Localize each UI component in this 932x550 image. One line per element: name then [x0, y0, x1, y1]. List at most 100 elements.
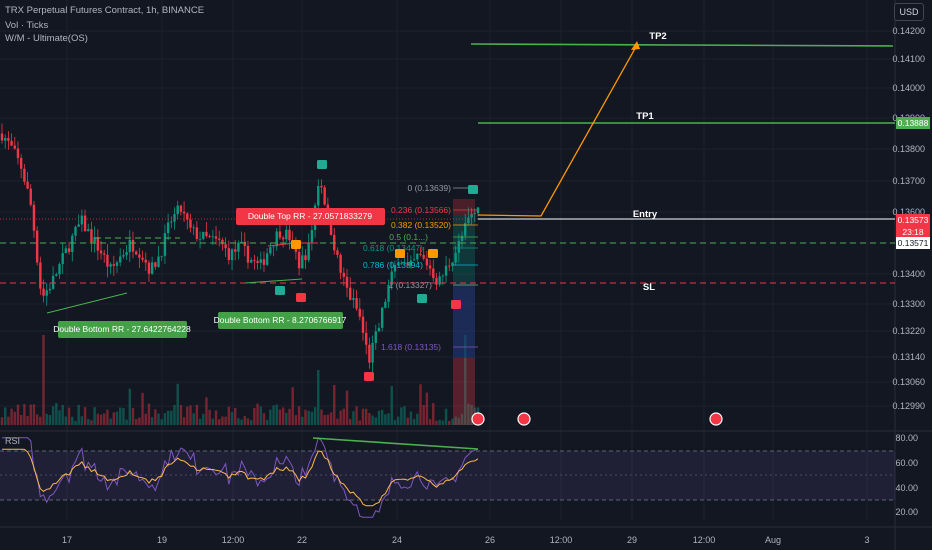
candle-body — [451, 262, 454, 266]
event-icon[interactable] — [471, 412, 485, 426]
candle-body — [141, 257, 144, 260]
candle-body — [230, 249, 234, 261]
volume-bar — [93, 407, 96, 425]
volume-bar — [51, 406, 55, 425]
event-icon[interactable] — [517, 412, 531, 426]
candle-body — [131, 239, 135, 252]
candle-body — [134, 251, 138, 255]
volume-bar — [166, 410, 170, 425]
candle-body — [265, 253, 269, 265]
volume-bar — [208, 409, 211, 425]
wm-indicator-label[interactable]: W/M - Ultimate(OS) — [5, 33, 88, 44]
volume-bar — [262, 413, 266, 425]
event-icon[interactable] — [709, 412, 723, 426]
rsi-axis-label: 60.00 — [895, 458, 918, 468]
candle-body — [342, 272, 346, 277]
alert-marker[interactable] — [291, 240, 301, 249]
tp1-label[interactable]: TP1 — [636, 111, 654, 122]
fib-level-label: 0.786 (0.13394) — [363, 260, 423, 270]
candle-body — [26, 181, 29, 189]
candle-body — [307, 242, 310, 261]
current-price-badge[interactable] — [896, 214, 930, 226]
buy-signal-marker[interactable] — [468, 185, 478, 194]
entry-label-text: Entry — [633, 209, 658, 220]
volume-bar — [19, 415, 23, 425]
volume-bar — [32, 404, 36, 425]
volume-bar — [221, 416, 224, 425]
fib-level-label: 0.236 (0.13566) — [391, 205, 451, 215]
volume-bar — [64, 416, 68, 425]
volume-bar — [234, 407, 237, 425]
volume-bar — [467, 403, 470, 425]
tp2-label[interactable]: TP2 — [649, 31, 666, 42]
volume-bar — [345, 390, 349, 425]
volume-bar — [35, 414, 39, 425]
rsi-line — [2, 436, 479, 518]
volume-bar — [323, 414, 326, 425]
candle-body — [304, 255, 307, 261]
volume-bar — [374, 417, 377, 425]
candle-body — [435, 278, 438, 285]
time-axis-label: 17 — [62, 535, 72, 545]
candle-body — [272, 246, 275, 248]
candle-body — [246, 245, 250, 263]
buy-signal-marker[interactable] — [417, 294, 427, 303]
candle-body — [186, 213, 189, 220]
candle-body — [470, 213, 473, 218]
volume-bar — [396, 416, 400, 425]
volume-bar — [39, 416, 42, 425]
price-axis-label: 0.14000 — [892, 83, 925, 93]
volume-bar — [259, 406, 262, 425]
alert-marker[interactable] — [395, 249, 405, 258]
candle-body — [125, 252, 128, 256]
volume-bar — [364, 408, 368, 425]
sell-signal-marker[interactable] — [364, 372, 374, 381]
candle-body — [0, 133, 4, 141]
candle-body — [281, 237, 285, 240]
entry-label[interactable]: Entry — [633, 209, 658, 220]
volume-bar — [240, 419, 243, 425]
sell-signal-marker[interactable] — [451, 300, 461, 309]
candle-body — [336, 250, 339, 255]
candle-body — [55, 274, 58, 276]
candle-body — [384, 301, 387, 308]
volume-bar — [138, 417, 141, 425]
volume-bar — [387, 413, 390, 425]
candle-body — [403, 262, 406, 264]
time-axis-label: 12:00 — [550, 535, 573, 545]
price-axis-label: 0.13700 — [892, 176, 925, 186]
volume-bar — [202, 413, 205, 425]
volume-bar — [393, 420, 397, 425]
buy-signal-marker[interactable] — [275, 286, 285, 295]
price-axis-label: 0.13060 — [892, 377, 925, 387]
alert-marker[interactable] — [428, 249, 438, 258]
currency-button[interactable]: USD — [894, 3, 924, 21]
volume-bar — [464, 335, 467, 425]
volume-bar — [80, 416, 84, 425]
volume-indicator-label[interactable]: Vol · Ticks — [5, 20, 49, 31]
buy-signal-marker[interactable] — [317, 160, 327, 169]
volume-bar — [438, 419, 441, 425]
price-axis-label: 0.13800 — [892, 144, 925, 154]
volume-bar — [409, 411, 413, 425]
rsi-axis-label: 20.00 — [895, 507, 918, 517]
volume-bar — [87, 419, 90, 425]
sell-signal-marker[interactable] — [296, 293, 306, 302]
volume-bar — [74, 420, 77, 425]
candle-body — [428, 265, 432, 269]
volume-bar — [205, 397, 208, 425]
volume-bar — [451, 418, 454, 425]
sl-label[interactable]: SL — [643, 282, 655, 293]
volume-bar — [454, 416, 457, 425]
candle-body — [448, 265, 451, 267]
candle-body — [419, 253, 422, 255]
volume-bar — [230, 411, 234, 425]
candle-body — [275, 231, 278, 247]
candle-body — [409, 260, 413, 266]
candle-body — [253, 259, 256, 261]
time-axis-label: 24 — [392, 535, 402, 545]
candle-body — [83, 215, 87, 232]
